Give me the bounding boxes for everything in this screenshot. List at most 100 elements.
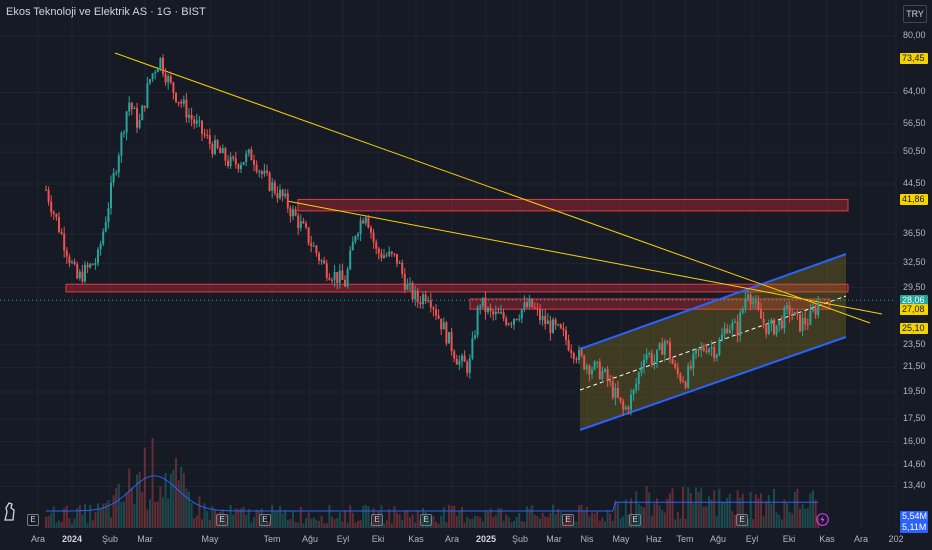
volume-bar	[201, 519, 203, 528]
currency-button[interactable]: TRY	[903, 5, 927, 23]
volume-bar	[611, 520, 614, 528]
volume-bar	[708, 496, 710, 528]
candle-body	[793, 311, 796, 316]
volume-bar	[167, 498, 170, 528]
volume-bar	[323, 523, 326, 528]
volume-bar	[393, 506, 396, 528]
volume-bar	[505, 514, 508, 528]
candle-body	[375, 242, 378, 249]
earnings-marker[interactable]: E	[27, 514, 39, 526]
symbol-title[interactable]: Ekos Teknoloji ve Elektrik AS · 1G · BIS…	[6, 6, 206, 18]
candle-body	[770, 319, 773, 325]
volume-bar	[562, 521, 565, 528]
price-tick-label: 19,50	[903, 385, 926, 396]
candle-body	[455, 358, 458, 365]
volume-bar	[84, 504, 86, 528]
volume-bar	[799, 508, 801, 528]
volume-bar	[136, 474, 138, 528]
candle-body	[450, 332, 453, 352]
candle-body	[336, 271, 339, 283]
candle-body	[554, 319, 557, 325]
volume-bar	[435, 521, 437, 528]
price-tick-label: 17,50	[903, 413, 926, 424]
volume-bar	[294, 521, 297, 528]
candle-body	[250, 149, 253, 161]
volume-bar	[107, 500, 110, 528]
earnings-marker[interactable]: E	[629, 514, 641, 526]
candle-body	[663, 340, 666, 355]
candle-body	[208, 135, 211, 145]
volume-bar	[115, 488, 118, 528]
volume-bar	[721, 501, 723, 528]
earnings-marker[interactable]: E	[216, 514, 228, 526]
candle-body	[788, 305, 791, 316]
volume-bar	[676, 511, 679, 528]
candle-body	[364, 217, 367, 224]
earnings-marker[interactable]: E	[420, 514, 432, 526]
volume-bar	[182, 473, 185, 528]
candle-body	[390, 251, 393, 254]
candle-body	[328, 277, 331, 280]
candle-body	[89, 263, 92, 268]
volume-bar	[526, 506, 528, 528]
volume-bar	[479, 517, 482, 528]
candle-body	[653, 361, 656, 365]
price-tick-label: 56,50	[903, 117, 926, 128]
volume-bar	[71, 523, 73, 528]
candle-body	[474, 335, 476, 339]
earnings-marker[interactable]: E	[259, 514, 271, 526]
candle-body	[689, 365, 692, 369]
candle-body	[234, 158, 237, 165]
candle-body	[393, 253, 396, 255]
volume-bar	[687, 487, 690, 528]
earnings-marker[interactable]: E	[736, 514, 748, 526]
candle-body	[338, 270, 341, 283]
volume-bar	[110, 517, 112, 528]
volume-bar	[364, 504, 367, 528]
candle-body	[297, 215, 300, 228]
candle-body	[396, 253, 398, 264]
volume-bar	[463, 522, 466, 528]
candle-body	[159, 57, 162, 69]
candle-body	[523, 302, 526, 310]
candle-body	[312, 245, 315, 247]
candle-body	[518, 318, 521, 320]
price-badge: 5,54M	[900, 511, 928, 522]
volume-bar	[765, 501, 768, 528]
candle-body	[266, 170, 268, 173]
candle-body	[635, 383, 638, 390]
candle-body	[229, 156, 232, 167]
candle-body	[94, 263, 97, 265]
volume-bar	[515, 517, 518, 528]
candle-body	[188, 114, 190, 118]
volume-bar	[253, 517, 255, 528]
candle-body	[531, 298, 534, 308]
volume-bar	[630, 498, 632, 528]
volume-bar	[513, 520, 515, 528]
volume-bar	[471, 518, 474, 528]
candle-body	[237, 164, 240, 170]
flash-icon[interactable]	[816, 513, 829, 531]
candle-body	[637, 372, 640, 384]
volume-bar	[559, 512, 562, 528]
candle-body	[559, 324, 562, 329]
volume-bar	[510, 522, 513, 528]
candle-body	[578, 349, 580, 361]
candle-body	[245, 153, 248, 163]
volume-bar	[271, 504, 274, 528]
candle-body	[601, 371, 604, 380]
earnings-marker[interactable]: E	[562, 514, 574, 526]
candle-body	[476, 307, 479, 336]
candle-body	[416, 290, 419, 303]
volume-bar	[325, 523, 328, 528]
candle-body	[565, 330, 567, 341]
volume-bar	[336, 518, 339, 528]
candle-body	[817, 302, 820, 315]
volume-bar	[354, 522, 357, 528]
volume-bar	[112, 495, 115, 528]
volume-bar	[422, 507, 424, 528]
earnings-marker[interactable]: E	[371, 514, 383, 526]
volume-bar	[331, 516, 333, 528]
candle-body	[385, 255, 388, 257]
